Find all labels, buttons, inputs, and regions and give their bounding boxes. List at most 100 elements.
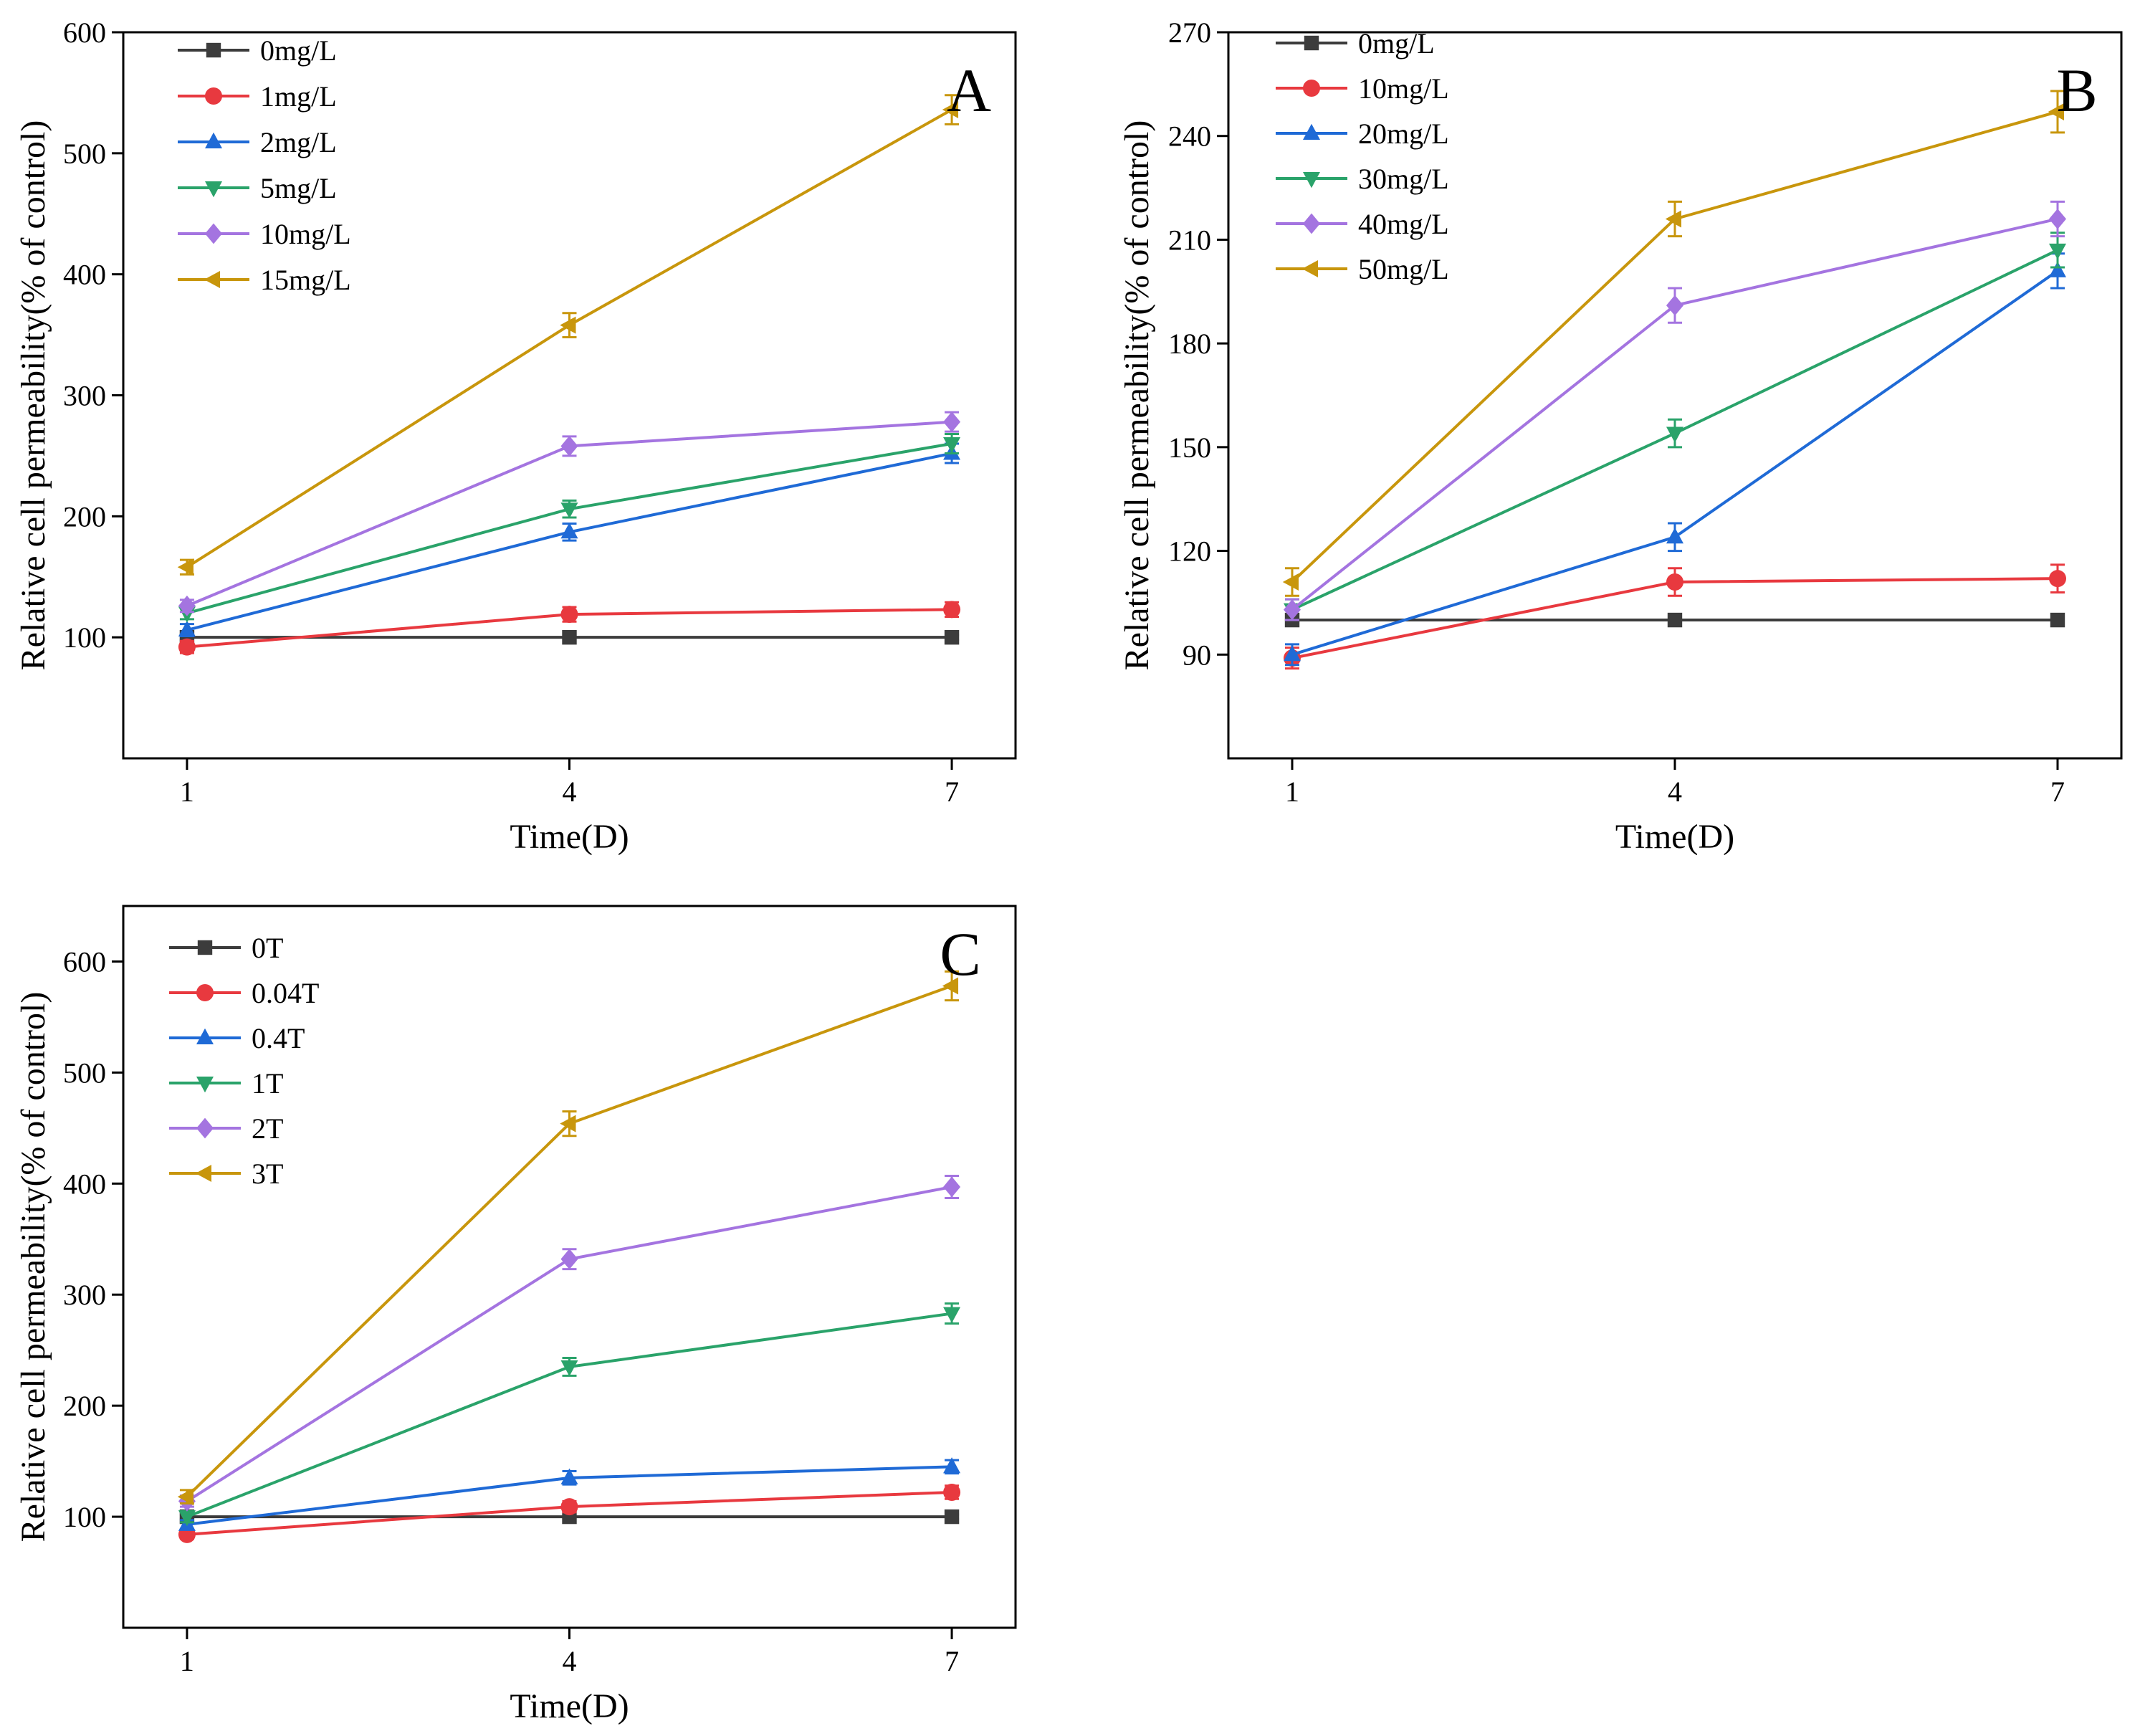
legend-label: 0mg/L <box>260 34 337 67</box>
legend-entry: 1mg/L <box>178 80 337 113</box>
data-point <box>560 1249 578 1270</box>
data-point <box>1667 612 1683 628</box>
legend-marker <box>1304 35 1319 51</box>
legend-label: 1T <box>252 1067 283 1100</box>
panel-letter: C <box>940 920 980 988</box>
legend-entry: 10mg/L <box>178 218 351 250</box>
data-point <box>942 101 959 119</box>
legend-marker <box>196 1077 214 1093</box>
legend-entry: 50mg/L <box>1276 253 1449 285</box>
legend-entry: 2mg/L <box>178 126 337 158</box>
x-tick-label: 4 <box>1668 776 1682 808</box>
legend-entry: 10mg/L <box>1276 72 1449 105</box>
y-tick-label: 200 <box>63 1390 106 1422</box>
legend-label: 10mg/L <box>260 218 351 250</box>
legend-entry: 0.04T <box>169 977 319 1009</box>
data-point <box>562 629 577 645</box>
data-point <box>177 558 194 576</box>
legend-entry: 1T <box>169 1067 283 1100</box>
data-point <box>2049 209 2066 229</box>
x-tick-label: 1 <box>1285 776 1299 808</box>
data-point <box>178 595 196 616</box>
y-tick-label: 600 <box>63 945 106 978</box>
legend-label: 0mg/L <box>1358 27 1435 59</box>
x-tick-label: 7 <box>2050 776 2065 808</box>
series-20mgl <box>1284 252 2066 667</box>
legend-marker <box>205 181 222 198</box>
series-40mgl <box>1284 200 2066 621</box>
series-10mgl <box>178 411 961 616</box>
data-point <box>560 1468 578 1484</box>
legend-label: 15mg/L <box>260 264 351 296</box>
y-axis-title: Relative cell permeability(% of control) <box>14 992 52 1542</box>
legend-label: 5mg/L <box>260 172 337 204</box>
panel-a: 1 4 7 100 200 300 400 500 600 Time(D) Relative cel… <box>14 16 1017 856</box>
data-point <box>560 1498 578 1516</box>
data-point <box>1666 528 1683 544</box>
data-point <box>2048 102 2064 120</box>
data-point <box>178 638 196 656</box>
legend-marker <box>204 271 220 288</box>
y-tick-label: 400 <box>63 259 106 291</box>
legend-marker <box>205 87 222 105</box>
data-point <box>943 1483 961 1501</box>
panel-b: 1 4 7 90 120 150 180 210 240 270 Time(D) Relative c… <box>1118 16 2123 856</box>
legend-marker <box>195 1165 211 1182</box>
data-point <box>2049 261 2066 277</box>
y-tick-label: 90 <box>1183 639 1211 671</box>
y-tick-label: 600 <box>63 16 106 49</box>
data-point <box>1665 210 1681 228</box>
data-point <box>560 523 578 539</box>
data-point <box>943 1307 961 1323</box>
data-point <box>2049 570 2066 588</box>
data-point <box>178 1510 196 1527</box>
series-3t <box>177 970 960 1506</box>
data-point <box>560 436 578 457</box>
data-point <box>177 1488 194 1506</box>
data-point <box>943 411 961 433</box>
data-point <box>943 1176 961 1198</box>
data-point <box>2049 243 2066 260</box>
legend-marker <box>1303 80 1320 97</box>
data-point <box>560 502 578 519</box>
panel-letter: A <box>947 56 991 125</box>
data-point <box>560 606 578 624</box>
x-axis-title: Time(D) <box>510 818 629 856</box>
x-axis-title: Time(D) <box>1615 818 1734 856</box>
data-point <box>1284 599 1301 620</box>
y-tick-label: 180 <box>1168 328 1211 360</box>
x-tick-label: 7 <box>945 1645 959 1677</box>
data-point <box>2050 612 2065 628</box>
y-tick-label: 270 <box>1168 16 1211 49</box>
data-point <box>942 977 959 995</box>
legend-entry: 0mg/L <box>1276 27 1435 59</box>
legend-entry: 2T <box>169 1112 283 1145</box>
legend-marker <box>196 984 214 1001</box>
legend-marker <box>1303 172 1320 189</box>
legend-label: 2mg/L <box>260 126 337 158</box>
x-axis-title: Time(D) <box>510 1687 629 1725</box>
legend-label: 30mg/L <box>1358 163 1449 195</box>
y-tick-label: 150 <box>1168 431 1211 464</box>
y-tick-label: 100 <box>63 1501 106 1533</box>
legend-label: 1mg/L <box>260 80 337 113</box>
data-point <box>560 316 576 334</box>
legend-marker <box>1301 260 1318 277</box>
y-tick-label: 100 <box>63 621 106 654</box>
series-2t <box>178 1174 961 1512</box>
legend-marker <box>205 223 222 244</box>
series-50mgl <box>1282 90 2065 597</box>
y-tick-label: 500 <box>63 138 106 170</box>
legend-entry: 15mg/L <box>178 264 351 296</box>
series-0-04t <box>178 1483 961 1543</box>
data-point <box>1282 573 1299 591</box>
legend-label: 40mg/L <box>1358 208 1449 240</box>
legend-marker <box>1303 123 1320 140</box>
y-tick-label: 300 <box>63 1279 106 1311</box>
panel-letter: B <box>2056 56 2097 125</box>
legend-label: 0T <box>252 932 283 964</box>
y-tick-label: 120 <box>1168 535 1211 568</box>
data-point <box>560 1115 576 1132</box>
series-1mgl <box>178 601 961 656</box>
